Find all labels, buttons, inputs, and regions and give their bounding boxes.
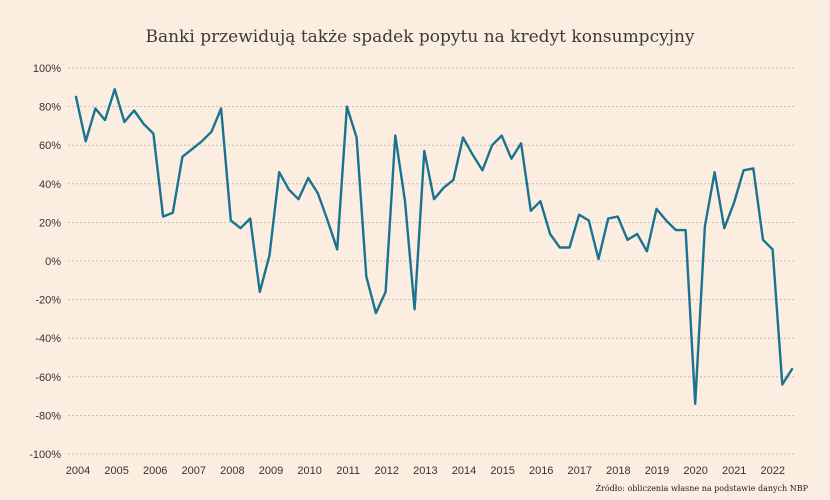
- x-tick-label: 2018: [606, 465, 630, 477]
- y-tick-label: 60%: [39, 140, 61, 152]
- y-axis-ticks: 100% 80% 60% 40% 20% 0% -20% -40% -60% -80% -100%: [29, 63, 61, 461]
- y-tick-label: -100%: [29, 449, 61, 461]
- x-tick-label: 2010: [297, 465, 321, 477]
- x-axis-ticks: 2004 2005 2006 2007 2008 2009 2010 2011 2012 2013…: [66, 465, 785, 477]
- x-tick-label: 2015: [490, 465, 514, 477]
- x-tick-label: 2011: [336, 465, 360, 477]
- x-tick-label: 2020: [683, 465, 707, 477]
- y-tick-label: -80%: [35, 410, 61, 422]
- y-tick-label: -40%: [35, 333, 61, 345]
- source-note: Źródło: obliczenia własne na podstawie d…: [595, 484, 808, 493]
- x-tick-label: 2017: [568, 465, 592, 477]
- x-tick-label: 2012: [375, 465, 399, 477]
- x-tick-label: 2004: [66, 465, 90, 477]
- y-tick-label: 0%: [45, 256, 61, 268]
- y-tick-label: 20%: [39, 217, 61, 229]
- x-tick-label: 2005: [104, 465, 128, 477]
- chart-title: Banki przewidują także spadek popytu na …: [145, 27, 694, 47]
- x-tick-label: 2009: [259, 465, 283, 477]
- x-tick-label: 2019: [645, 465, 669, 477]
- series-line: [74, 87, 794, 405]
- x-tick-label: 2008: [220, 465, 244, 477]
- x-tick-label: 2013: [413, 465, 437, 477]
- x-tick-label: 2016: [529, 465, 553, 477]
- y-tick-label: -20%: [35, 295, 61, 307]
- x-tick-label: 2014: [452, 465, 476, 477]
- grid-lines: [68, 67, 795, 455]
- x-tick-label: 2006: [143, 465, 167, 477]
- y-tick-label: 80%: [39, 102, 61, 114]
- x-tick-label: 2007: [182, 465, 206, 477]
- x-tick-label: 2022: [761, 465, 785, 477]
- y-tick-label: 40%: [39, 179, 61, 191]
- x-tick-label: 2021: [722, 465, 746, 477]
- y-tick-label: 100%: [33, 63, 61, 75]
- series-layer: [74, 87, 794, 405]
- y-tick-label: -60%: [35, 372, 61, 384]
